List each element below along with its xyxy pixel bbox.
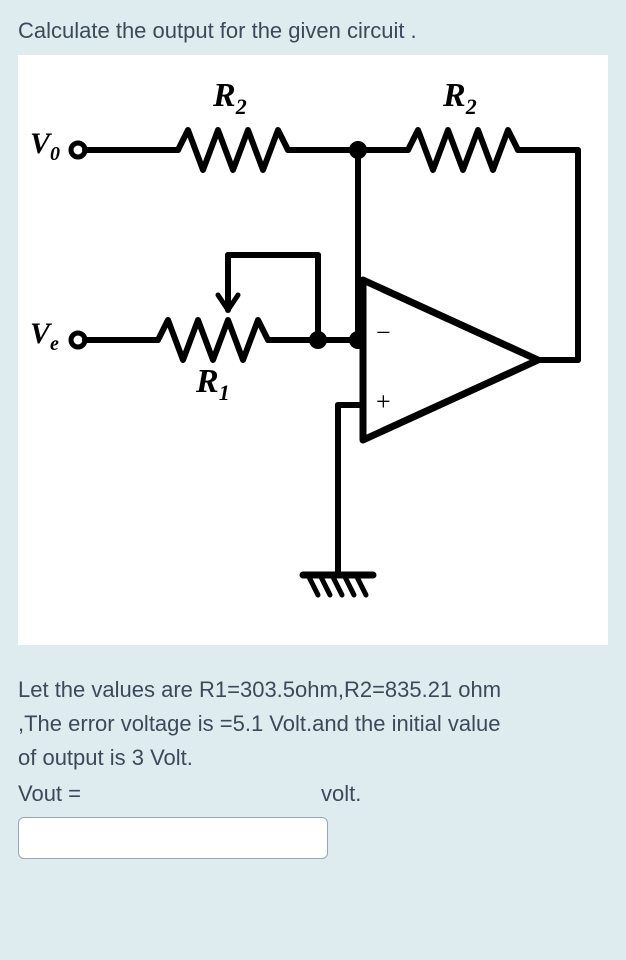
label-vo: V0 <box>30 127 60 166</box>
unit-label: volt. <box>321 781 361 807</box>
opamp-plus: + <box>376 387 391 417</box>
label-r2-right: R2 <box>443 77 477 120</box>
label-r2-left: R2 <box>213 77 247 120</box>
answer-input[interactable] <box>18 817 328 859</box>
circuit-diagram: R2 R2 R1 V0 Ve − + <box>18 55 608 645</box>
circuit-svg <box>18 55 608 645</box>
question-prompt: Calculate the output for the given circu… <box>18 16 608 47</box>
opamp-minus: − <box>376 318 391 348</box>
label-ve: Ve <box>30 317 59 356</box>
desc-line-3: of output is 3 Volt. <box>18 741 608 775</box>
desc-line-1: Let the values are R1=303.5ohm,R2=835.21… <box>18 673 608 707</box>
vout-label: Vout = <box>18 781 81 807</box>
given-values: Let the values are R1=303.5ohm,R2=835.21… <box>18 673 608 775</box>
label-r1: R1 <box>196 363 230 406</box>
desc-line-2: ,The error voltage is =5.1 Volt.and the … <box>18 707 608 741</box>
